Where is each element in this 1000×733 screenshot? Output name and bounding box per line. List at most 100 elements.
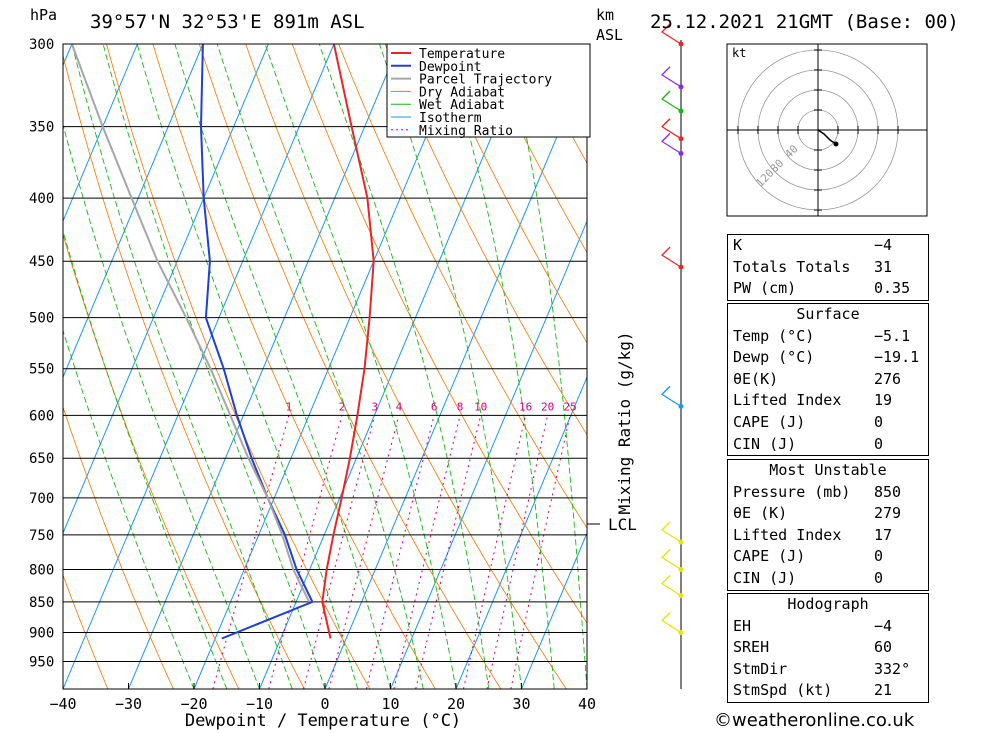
mixing-ratio-line (510, 415, 571, 689)
asl-unit: ASL (596, 26, 623, 44)
wind-barb (661, 90, 682, 112)
isotherm-line (128, 44, 400, 689)
mixing-ratio-tick-label: 10 (474, 400, 487, 413)
hodograph-row: StmSpd (kt) 21 (733, 681, 893, 700)
wind-barb-flag (661, 133, 671, 142)
dry-adiabat-line (942, 44, 1000, 689)
temperature-tick-label: −20 (180, 695, 207, 713)
pressure-tick-label: 700 (29, 491, 54, 507)
dry-adiabat-line (291, 44, 587, 624)
wind-barb-flag (661, 549, 671, 558)
temperature-profile (321, 44, 375, 639)
most-unstable-row: θE (K) 279 (733, 504, 902, 523)
isotherm-line (521, 531, 587, 689)
wind-barb (661, 521, 682, 543)
legend-entry: Dewpoint (419, 60, 482, 75)
legend-entry: Wet Adiabat (419, 98, 505, 113)
most-unstable-row: CAPE (J) 0 (733, 547, 884, 566)
wet-adiabat-line (174, 44, 391, 689)
pressure-tick-label: 500 (29, 311, 54, 327)
wind-barb-flag (661, 23, 671, 33)
pressure-tick-label: 650 (29, 451, 54, 467)
dewpoint-profile (199, 44, 314, 640)
wind-barb-flag (661, 66, 671, 76)
wind-barb-flag (661, 612, 671, 621)
isotherm-line (259, 44, 531, 689)
index-row: Totals Totals 31 (733, 257, 893, 276)
datetime-title: 25.12.2021 21GMT (Base: 00) (650, 11, 959, 33)
mixing-ratio-line (365, 415, 435, 689)
wind-barb (661, 66, 682, 88)
pressure-tick-label: 450 (29, 254, 54, 270)
wet-adiabat-line (379, 44, 522, 689)
wind-barb-flag (661, 246, 671, 256)
surface-row: Temp (°C) −5.1 (733, 326, 911, 345)
pressure-tick-label: 950 (29, 655, 54, 671)
pressure-tick-label: 300 (29, 37, 54, 53)
pressure-tick-label: 600 (29, 408, 54, 424)
isotherm-line (324, 63, 587, 689)
mixing-ratio-tick-label: 16 (519, 400, 532, 413)
isotherm-line (193, 44, 466, 689)
parcel-trajectory-profile (70, 44, 311, 603)
mixing-ratio-line (486, 415, 549, 689)
wind-barb (661, 118, 682, 140)
location-title: 39°57'N 32°53'E 891m ASL (90, 11, 365, 33)
mixing-ratio-axis-label: Mixing Ratio (g/kg) (615, 331, 634, 514)
surface-row: CAPE (J) 0 (733, 412, 884, 431)
legend-entry: Temperature (419, 47, 505, 62)
dry-adiabat-line (63, 574, 109, 689)
pressure-tick-label: 800 (29, 562, 54, 578)
legend-entry: Isotherm (419, 111, 482, 126)
most-unstable-row: Lifted Index 17 (733, 525, 893, 544)
pressure-tick-label: 400 (29, 191, 54, 207)
wet-adiabat-line (136, 44, 359, 689)
dry-adiabat-line (477, 44, 587, 254)
most-unstable-row: CIN (J) 0 (733, 568, 884, 587)
index-row: PW (cm) 0.35 (733, 279, 911, 298)
wet-adiabat-line (442, 44, 555, 689)
mixing-ratio-tick-label: 8 (457, 400, 464, 413)
wet-adiabat-line (216, 44, 424, 689)
hodograph-table-panel: Hodograph EH −4 SREH 60 StmDir 332° StmSpd … (727, 593, 929, 703)
wet-adiabat-line (102, 44, 326, 689)
most-unstable-panel: Most Unstable Pressure (mb) 850 θE (K) 279… (727, 459, 929, 591)
surface-row: Lifted Index 19 (733, 391, 893, 410)
surface-row: CIN (J) 0 (733, 434, 884, 453)
dry-adiabat-line (198, 44, 502, 689)
storm-motion-dot (833, 141, 839, 147)
most-unstable-row: Pressure (mb) 850 (733, 482, 902, 501)
wind-barb (661, 575, 682, 597)
wind-barb (661, 549, 682, 570)
dry-adiabat-line (245, 44, 567, 689)
credit-link[interactable]: ©weatheronline.co.uk (714, 710, 915, 731)
hodograph-row: EH −4 (733, 616, 893, 635)
temperature-tick-label: 10 (381, 695, 399, 713)
mixing-ratio-tick-label: 2 (339, 400, 346, 413)
mixing-ratio-tick-label: 25 (563, 400, 576, 413)
wind-barb-flag (661, 385, 671, 395)
hodograph-row: SREH 60 (733, 638, 893, 657)
index-row: K −4 (733, 236, 893, 254)
legend-entry: Parcel Trajectory (419, 73, 552, 88)
plot-frame (62, 43, 588, 690)
wind-barb-flag (661, 90, 671, 100)
km-unit: km (596, 6, 614, 24)
wind-barb (661, 246, 682, 268)
wet-adiabat-line (63, 122, 260, 689)
pressure-tick-label: 850 (29, 595, 54, 611)
isotherm-line (390, 219, 587, 689)
wet-adiabat-line (318, 44, 490, 689)
pressure-tick-label: 900 (29, 626, 54, 642)
temperature-tick-label: 20 (447, 695, 465, 713)
mixing-ratio-tick-label: 20 (541, 400, 554, 413)
isotherm-line (63, 44, 335, 689)
most-unstable-title: Most Unstable (769, 461, 887, 479)
mixing-ratio-tick-label: 4 (396, 400, 403, 413)
isotherm-line (455, 375, 587, 689)
mixing-ratio-line (393, 415, 461, 689)
isotherm-line (63, 44, 138, 223)
mixing-ratio-tick-label: 6 (431, 400, 438, 413)
dry-adiabat-line (384, 44, 587, 436)
